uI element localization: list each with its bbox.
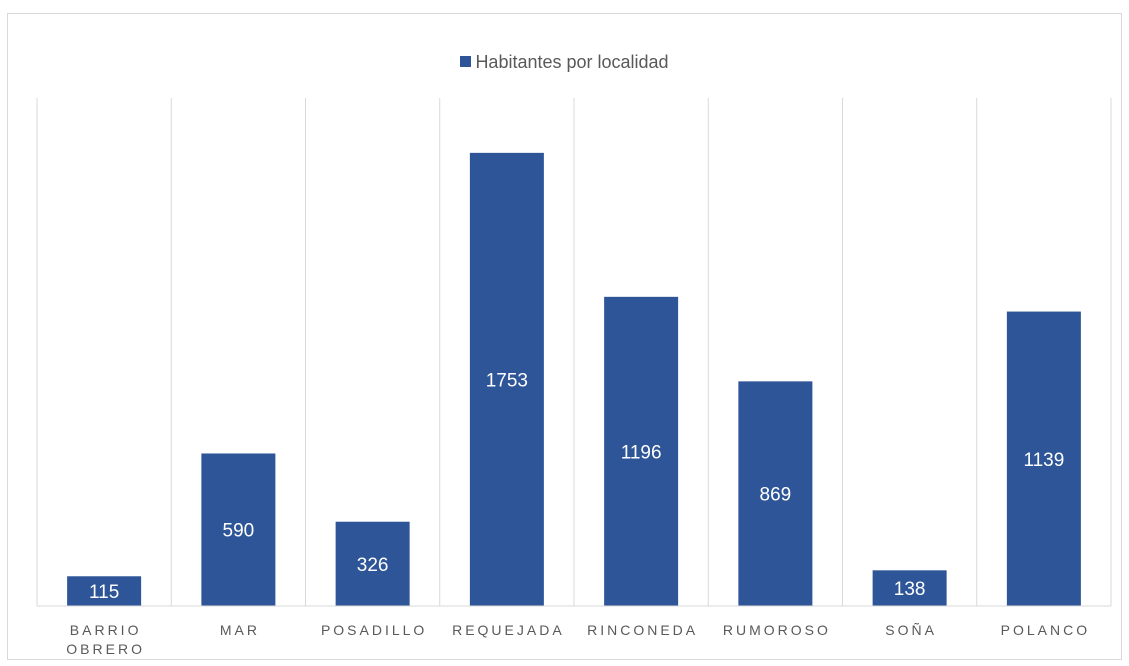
gridlines: [36, 98, 1112, 606]
bar-2: [335, 521, 410, 606]
x-tick-label-1: MAR: [220, 622, 260, 638]
data-label-0: 115: [89, 582, 119, 603]
chart-area: Habitantes por localidad: [7, 13, 1122, 660]
data-label-4: 1196: [621, 442, 662, 463]
data-label-6: 138: [894, 579, 926, 600]
x-tick-label-7: POLANCO: [1001, 622, 1090, 638]
data-label-5: 869: [760, 485, 792, 506]
x-tick-label-5: RUMOROSO: [723, 622, 831, 638]
x-axis: BARRIO OBRERO MAR POSADILLO REQUEJADA RINCONE…: [37, 605, 1111, 657]
legend-swatch: [460, 56, 472, 67]
x-tick-label-2: POSADILLO: [321, 622, 427, 638]
x-tick-label-0-1: OBRERO: [66, 641, 145, 657]
bar-3: [469, 152, 544, 607]
x-tick-label-4: RINCONEDA: [587, 622, 698, 638]
bar-7: [1006, 311, 1081, 606]
data-label-2: 326: [357, 555, 389, 576]
data-label-3: 1753: [486, 370, 528, 391]
data-labels: 115 590 326 1753 1196 869 138 1139: [89, 370, 1064, 603]
bar-4: [604, 296, 679, 606]
bar-6: [872, 570, 947, 606]
legend: Habitantes por localidad: [8, 52, 1121, 73]
x-tick-label-0-0: BARRIO: [70, 622, 142, 638]
bars: [67, 152, 1081, 607]
legend-label: Habitantes por localidad: [475, 52, 669, 72]
x-tick-label-3: REQUEJADA: [452, 622, 565, 638]
x-tick-label-6: SOÑA: [885, 622, 937, 638]
data-label-1: 590: [223, 521, 255, 542]
data-label-7: 1139: [1023, 450, 1064, 471]
bar-1: [201, 453, 276, 606]
bar-5: [738, 381, 813, 606]
bar-0: [67, 576, 142, 606]
